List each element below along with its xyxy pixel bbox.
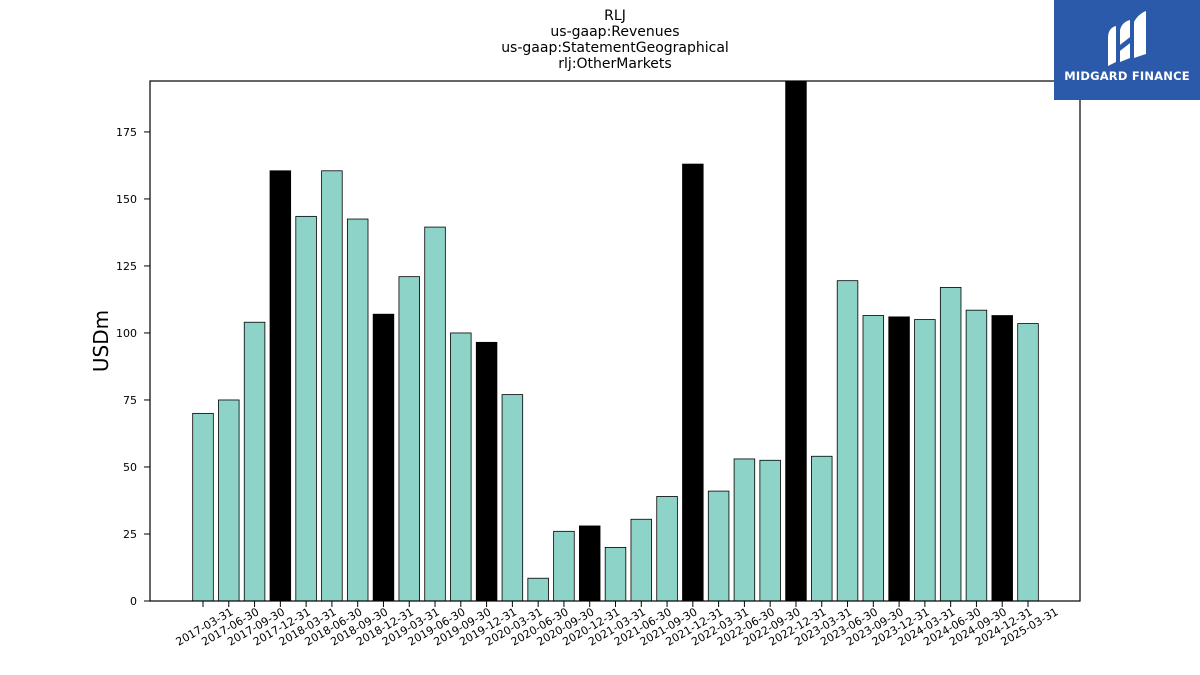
bar [295,215,317,601]
y-tick-label: 100 [116,327,137,340]
midgard-finance-logo: MIDGARD FINANCE [1054,0,1200,100]
bar [372,313,395,601]
y-tick-label: 75 [123,394,137,407]
bar [398,276,420,601]
bar [707,490,730,601]
bar [888,316,910,601]
bar [321,170,343,601]
bar [269,170,292,601]
y-tick-label: 50 [123,461,137,474]
bar [811,455,833,601]
bar [346,218,369,601]
chart-title-line: us-gaap:StatementGeographical [501,40,729,56]
bar [991,315,1013,601]
bar [424,226,446,601]
y-tick-label: 25 [123,528,137,541]
logo-text: MIDGARD FINANCE [1064,69,1190,83]
x-axis: 2017-03-312017-06-302017-09-302017-12-31… [174,601,1061,649]
y-axis: 0 25 50 75 100 125 150 175 [116,126,150,608]
bar [501,394,524,601]
chart-title-line: us-gaap:Revenues [550,24,679,40]
bar [914,319,936,601]
bar [939,286,962,601]
bar [579,525,601,601]
bar [682,163,704,601]
chart-title-line: rlj:OtherMarkets [558,56,671,72]
bar [862,315,885,601]
bar [192,412,214,601]
bar [630,518,652,601]
bar [1017,323,1039,601]
bar [218,399,240,601]
bar [733,458,756,601]
y-tick-label: 125 [116,260,137,273]
bar [759,459,781,601]
bar [475,341,498,601]
bar [656,496,678,601]
chart-title: RLJus-gaap:Revenuesus-gaap:StatementGeog… [501,8,729,72]
bar [527,577,549,601]
midgard-logo-icon [1108,11,1146,66]
bar [450,332,472,601]
plot-frame [149,80,1081,602]
y-tick-label: 150 [116,193,137,206]
y-tick-label: 0 [130,595,137,608]
y-axis-label: USDm [89,310,113,372]
bar [965,309,988,601]
bar [604,546,627,601]
bars-group [192,81,1039,601]
bar [785,81,807,601]
y-tick-label: 175 [116,126,137,139]
bar [836,280,859,601]
bar [243,321,266,601]
chart-title-line: RLJ [604,8,626,24]
bar [553,530,575,601]
